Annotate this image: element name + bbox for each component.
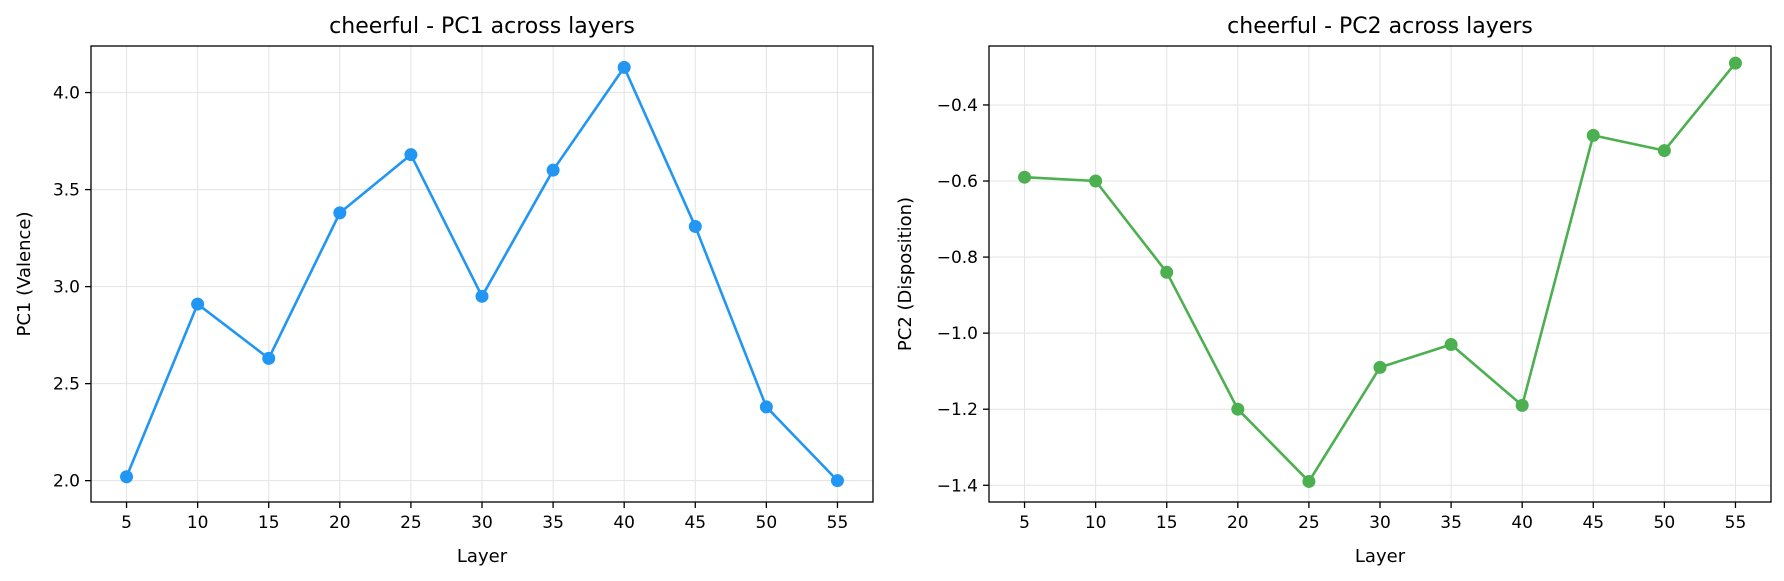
chart-pc2-xtick-label: 40 xyxy=(1511,513,1533,533)
chart-pc2-data-point xyxy=(1515,398,1529,412)
chart-pc1-data-point xyxy=(759,400,773,414)
chart-pc1-axes-frame xyxy=(90,45,874,503)
chart-pc2-data-point xyxy=(1586,128,1600,142)
chart-pc2-data-point xyxy=(1728,56,1742,70)
chart-pc1-data-point xyxy=(404,148,418,162)
chart-pc2-xtick-label: 15 xyxy=(1156,513,1178,533)
chart-pc1-ytick-label: 3.5 xyxy=(53,181,80,201)
chart-pc2-data-point xyxy=(1302,474,1316,488)
chart-pc1-xtick-label: 35 xyxy=(542,513,564,533)
chart-pc1-xtick-label: 5 xyxy=(121,513,132,533)
chart-pc1-ytick-label: 2.5 xyxy=(53,375,80,395)
chart-pc1-plot-area: 5 10 15 20 25 30 35 40 45 50 55 2.0 2.5 3.0 3.5 4.0 xyxy=(53,45,874,533)
chart-pc1-xtick-label: 15 xyxy=(258,513,280,533)
chart-pc2-data-point xyxy=(1657,144,1671,158)
chart-pc1-xtick-label: 10 xyxy=(187,513,209,533)
chart-pc1-data-point xyxy=(688,219,702,233)
chart-pc1-data-point xyxy=(546,163,560,177)
chart-pc1-xtick-label: 25 xyxy=(400,513,422,533)
chart-pc1-xtick-label: 55 xyxy=(827,513,849,533)
chart-pc2-xtick-label: 10 xyxy=(1085,513,1107,533)
chart-pc1-ylabel: PC1 (Valence) xyxy=(14,211,35,336)
chart-pc1-ytick-label: 4.0 xyxy=(53,84,80,104)
chart-pc2-xtick-label: 30 xyxy=(1369,513,1391,533)
chart-pc2-data-point xyxy=(1444,338,1458,352)
chart-pc1-title: cheerful - PC1 across layers xyxy=(329,14,635,39)
chart-pc1-data-point xyxy=(475,289,489,303)
chart-pc2-ytick-label: −0.8 xyxy=(937,248,978,268)
chart-pc2-xtick-label: 45 xyxy=(1582,513,1604,533)
chart-pc2-xlabel: Layer xyxy=(1355,546,1406,567)
chart-pc2-xtick-label: 55 xyxy=(1725,513,1747,533)
chart-pc2-ytick-label: −0.4 xyxy=(937,96,978,116)
chart-pc1-xlabel: Layer xyxy=(457,546,508,567)
chart-pc1-data-point xyxy=(830,474,844,488)
chart-pc1-data-point xyxy=(120,470,134,484)
chart-pc2-data-point xyxy=(1373,360,1387,374)
chart-pc2-title: cheerful - PC2 across layers xyxy=(1227,14,1533,39)
chart-pc1-data-point xyxy=(333,206,347,220)
chart-pc1-data-point xyxy=(262,351,276,365)
chart-pc2-data-point xyxy=(1018,170,1032,184)
chart-pc2-axes-frame xyxy=(988,45,1772,503)
chart-pc1-ytick-label: 3.0 xyxy=(53,278,80,298)
chart-pc2-plot-area: 5 10 15 20 25 30 35 40 45 50 55 −1.4 −1.2 −1.0 −0.8 −0.… xyxy=(937,45,1772,533)
chart-pc2-xtick-label: 5 xyxy=(1019,513,1030,533)
chart-pc2-ytick-label: −1.4 xyxy=(937,476,978,496)
chart-pc1-data-point xyxy=(617,60,631,74)
chart-pc1-panel: cheerful - PC1 across layers Layer PC1 (… xyxy=(14,14,874,567)
chart-pc2-data-point xyxy=(1231,402,1245,416)
chart-pc2-xtick-label: 25 xyxy=(1298,513,1320,533)
chart-pc2-data-point xyxy=(1160,265,1174,279)
chart-pc2-data-point xyxy=(1089,174,1103,188)
chart-pc2-ylabel: PC2 (Disposition) xyxy=(895,197,916,351)
chart-pc2-xtick-label: 50 xyxy=(1654,513,1676,533)
chart-pc2-ytick-label: −1.2 xyxy=(937,400,978,420)
chart-pc2-ytick-label: −1.0 xyxy=(937,324,978,344)
chart-pc1-xtick-label: 30 xyxy=(471,513,493,533)
chart-pc1-xtick-label: 20 xyxy=(329,513,351,533)
chart-pc1-xtick-label: 50 xyxy=(756,513,778,533)
chart-pc2-ytick-label: −0.6 xyxy=(937,172,978,192)
chart-pc1-xtick-label: 45 xyxy=(684,513,706,533)
chart-pc1-xtick-label: 40 xyxy=(613,513,635,533)
chart-pc2-xtick-label: 20 xyxy=(1227,513,1249,533)
chart-pc1-data-point xyxy=(191,297,205,311)
chart-pc2-panel: cheerful - PC2 across layers Layer PC2 (… xyxy=(895,14,1772,567)
chart-pc1-ytick-label: 2.0 xyxy=(53,472,80,492)
chart-pc2-xtick-label: 35 xyxy=(1440,513,1462,533)
